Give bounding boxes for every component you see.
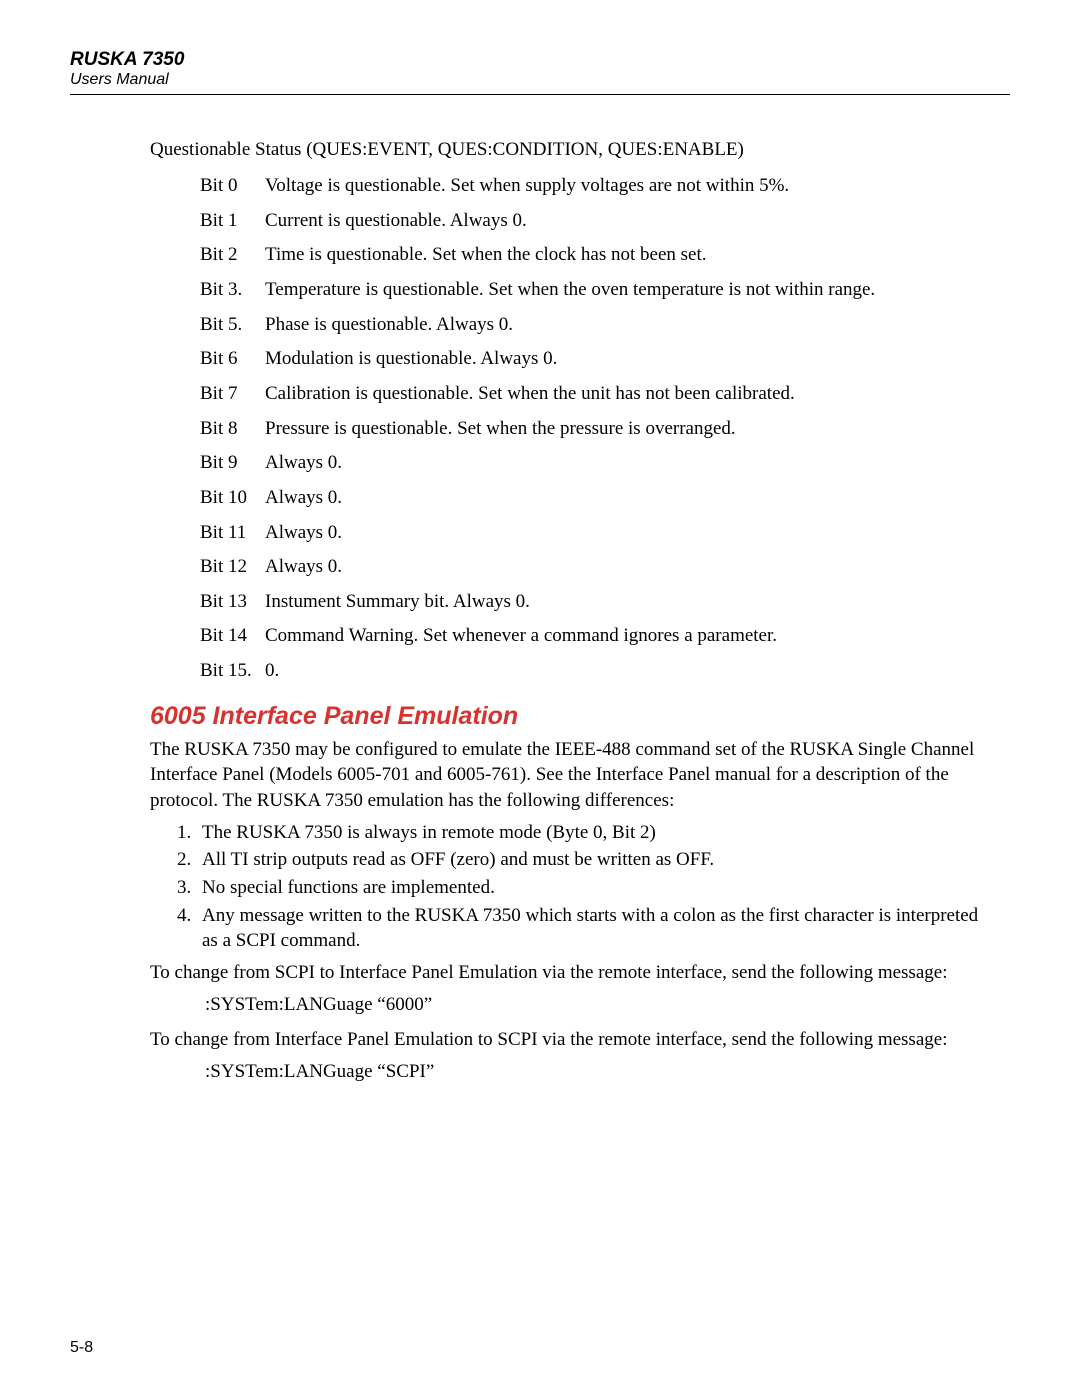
bit-desc: Modulation is questionable. Always 0. [265,346,990,372]
bit-row: Bit 6Modulation is questionable. Always … [200,346,990,372]
list-item: All TI strip outputs read as OFF (zero) … [196,847,990,873]
bit-label: Bit 8 [200,416,265,442]
manual-page: RUSKA 7350 Users Manual Questionable Sta… [0,0,1080,1397]
paragraph: To change from Interface Panel Emulation… [150,1027,990,1053]
bit-desc: Calibration is questionable. Set when th… [265,381,990,407]
bit-table: Bit 0Voltage is questionable. Set when s… [200,173,990,684]
list-item: The RUSKA 7350 is always in remote mode … [196,820,990,846]
intro-paragraph: The RUSKA 7350 may be configured to emul… [150,737,990,814]
bit-desc: Always 0. [265,485,990,511]
bit-row: Bit 9Always 0. [200,450,990,476]
bit-label: Bit 3. [200,277,265,303]
bit-row: Bit 8Pressure is questionable. Set when … [200,416,990,442]
bit-label: Bit 14 [200,623,265,649]
bit-label: Bit 0 [200,173,265,199]
bit-label: Bit 5. [200,312,265,338]
bit-row: Bit 12Always 0. [200,554,990,580]
bit-desc: Always 0. [265,520,990,546]
header-subtitle: Users Manual [70,71,1010,89]
bit-row: Bit 15.0. [200,658,990,684]
header-rule [70,94,1010,95]
bit-label: Bit 15. [200,658,265,684]
bit-desc: Always 0. [265,554,990,580]
command-line: :SYSTem:LANGuage “SCPI” [205,1059,990,1085]
bit-row: Bit 1Current is questionable. Always 0. [200,208,990,234]
bit-desc: Command Warning. Set whenever a command … [265,623,990,649]
bit-label: Bit 6 [200,346,265,372]
command-line: :SYSTem:LANGuage “6000” [205,992,990,1018]
bit-row: Bit 5.Phase is questionable. Always 0. [200,312,990,338]
bit-row: Bit 14Command Warning. Set whenever a co… [200,623,990,649]
bit-desc: Time is questionable. Set when the clock… [265,242,990,268]
list-item: No special functions are implemented. [196,875,990,901]
bit-row: Bit 13Instument Summary bit. Always 0. [200,589,990,615]
page-header: RUSKA 7350 Users Manual [70,50,1010,88]
bit-label: Bit 13 [200,589,265,615]
status-heading: Questionable Status (QUES:EVENT, QUES:CO… [150,137,990,163]
list-item: Any message written to the RUSKA 7350 wh… [196,903,990,954]
emulation-section: The RUSKA 7350 may be configured to emul… [150,737,990,1085]
bit-desc: Voltage is questionable. Set when supply… [265,173,990,199]
bit-desc: 0. [265,658,990,684]
bit-label: Bit 2 [200,242,265,268]
bit-row: Bit 2Time is questionable. Set when the … [200,242,990,268]
page-number: 5-8 [70,1339,93,1357]
bit-desc: Instument Summary bit. Always 0. [265,589,990,615]
bit-label: Bit 10 [200,485,265,511]
bit-desc: Temperature is questionable. Set when th… [265,277,990,303]
bit-label: Bit 9 [200,450,265,476]
bit-label: Bit 1 [200,208,265,234]
bit-desc: Phase is questionable. Always 0. [265,312,990,338]
bit-desc: Always 0. [265,450,990,476]
section-heading: 6005 Interface Panel Emulation [150,702,1010,731]
paragraph: To change from SCPI to Interface Panel E… [150,960,990,986]
bit-desc: Current is questionable. Always 0. [265,208,990,234]
header-title: RUSKA 7350 [70,50,1010,71]
bit-row: Bit 11Always 0. [200,520,990,546]
bit-row: Bit 0Voltage is questionable. Set when s… [200,173,990,199]
difference-list: The RUSKA 7350 is always in remote mode … [172,820,990,954]
bit-label: Bit 7 [200,381,265,407]
bit-label: Bit 11 [200,520,265,546]
bit-label: Bit 12 [200,554,265,580]
bit-row: Bit 10Always 0. [200,485,990,511]
bit-row: Bit 7Calibration is questionable. Set wh… [200,381,990,407]
bit-row: Bit 3.Temperature is questionable. Set w… [200,277,990,303]
bit-desc: Pressure is questionable. Set when the p… [265,416,990,442]
status-section: Questionable Status (QUES:EVENT, QUES:CO… [150,137,990,683]
